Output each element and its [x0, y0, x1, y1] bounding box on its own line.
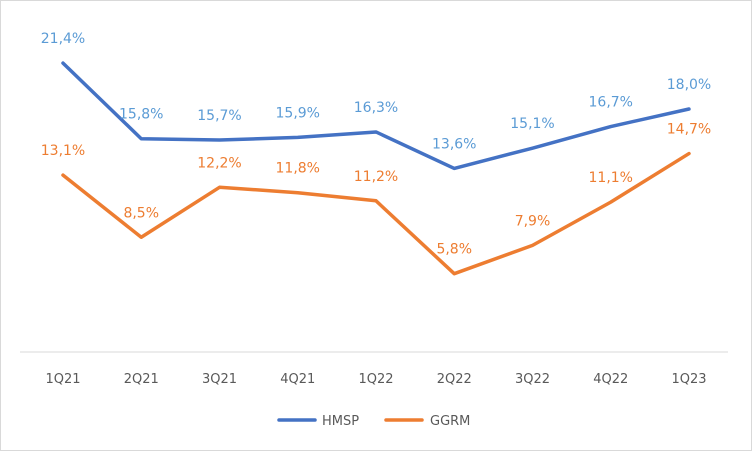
data-label-hmsp: 16,7% — [589, 95, 633, 111]
data-labels: 21,4% 15,8% 15,7% 15,9% 16,3% 13,6% 15,1% 16,7%… — [41, 31, 711, 258]
x-tick-label: 3Q22 — [515, 372, 550, 387]
data-label-ggrm: 14,7% — [667, 122, 711, 138]
x-tick-label: 1Q23 — [671, 372, 706, 387]
data-label-ggrm: 11,2% — [354, 169, 398, 185]
data-label-hmsp: 15,9% — [276, 105, 320, 121]
legend-label-hmsp: HMSP — [322, 414, 359, 429]
data-label-hmsp: 21,4% — [41, 31, 85, 47]
data-label-hmsp: 18,0% — [667, 77, 711, 93]
data-label-hmsp: 15,7% — [197, 108, 241, 124]
legend: HMSP GGRM — [277, 414, 470, 429]
data-label-hmsp: 15,1% — [510, 116, 554, 132]
data-label-ggrm: 12,2% — [197, 155, 241, 171]
x-tick-label: 4Q22 — [593, 372, 628, 387]
data-label-ggrm: 13,1% — [41, 143, 85, 159]
series-lines — [61, 61, 691, 276]
x-tick-labels: 1Q21 2Q21 3Q21 4Q21 1Q22 2Q22 3Q22 4Q22 1Q23 — [45, 372, 706, 387]
x-tick-label: 1Q22 — [358, 372, 393, 387]
data-label-hmsp: 13,6% — [432, 136, 476, 152]
x-tick-label: 3Q21 — [202, 372, 237, 387]
x-tick-label: 2Q22 — [437, 372, 472, 387]
x-tick-label: 1Q21 — [45, 372, 80, 387]
data-label-ggrm: 11,1% — [589, 170, 633, 186]
data-label-hmsp: 15,8% — [119, 107, 163, 123]
legend-label-ggrm: GGRM — [430, 414, 470, 429]
data-label-ggrm: 8,5% — [123, 205, 159, 221]
x-tick-label: 2Q21 — [124, 372, 159, 387]
data-label-ggrm: 5,8% — [436, 242, 472, 258]
data-label-hmsp: 16,3% — [354, 100, 398, 116]
x-tick-label: 4Q21 — [280, 372, 315, 387]
data-label-ggrm: 7,9% — [515, 213, 551, 229]
data-label-ggrm: 11,8% — [276, 161, 320, 177]
